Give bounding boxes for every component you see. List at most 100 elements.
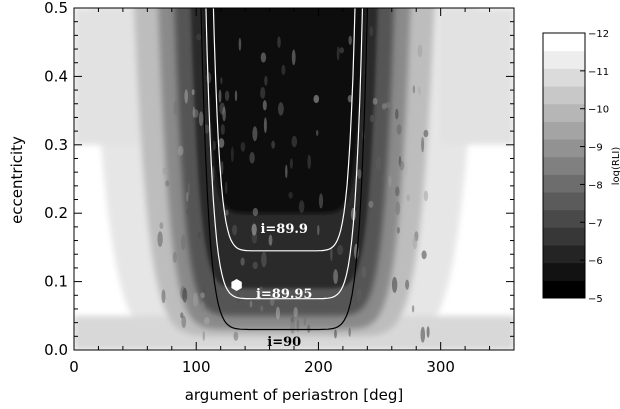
x-axis: 0 100 200 300: [69, 8, 515, 376]
texture-speck: [303, 314, 307, 326]
colorbar-band: [543, 174, 585, 193]
colorbar-tick-label: −7: [588, 218, 603, 229]
colorbar-tick-label: −8: [588, 180, 603, 191]
y-tick-label: 0.0: [44, 341, 68, 359]
texture-speck: [291, 49, 296, 66]
texture-speck: [395, 186, 400, 197]
texture-speck: [268, 234, 273, 246]
texture-speck: [399, 160, 405, 171]
texture-speck: [234, 90, 238, 102]
texture-speck: [240, 257, 245, 266]
texture-speck: [337, 244, 344, 256]
texture-speck: [180, 312, 184, 319]
colorbar-band: [543, 68, 585, 87]
texture-speck: [396, 227, 400, 234]
texture-speck: [405, 279, 410, 290]
y-tick-label: 0.5: [44, 0, 68, 17]
texture-speck: [260, 87, 266, 99]
texture-speck: [318, 193, 324, 209]
colorbar-label: log(RLI): [611, 147, 620, 186]
texture-speck: [252, 261, 258, 270]
heatmap-layer: [74, 8, 514, 350]
colorbar-band: [543, 227, 585, 246]
texture-speck: [330, 246, 333, 262]
texture-speck: [420, 326, 426, 343]
texture-speck: [232, 224, 238, 236]
texture-speck: [347, 95, 353, 103]
texture-speck: [222, 106, 226, 122]
texture-speck: [184, 89, 188, 104]
colorbar-band: [543, 50, 585, 69]
texture-speck: [357, 169, 362, 179]
field-topleft: [74, 8, 142, 145]
colorbar-tick-label: −5: [588, 294, 603, 305]
texture-speck: [369, 114, 375, 123]
texture-speck: [271, 140, 275, 149]
texture-speck: [298, 200, 305, 213]
colorbar-band: [543, 139, 585, 158]
colorbar-ticks: −12 −11 −10 −9 −8 −7 −6 −5: [580, 29, 609, 305]
texture-speck: [225, 209, 229, 216]
y-axis: 0.0 0.1 0.2 0.3 0.4 0.5: [44, 0, 514, 359]
texture-speck: [348, 35, 352, 45]
texture-speck: [411, 305, 415, 313]
colorbar-band: [543, 245, 585, 264]
texture-speck: [201, 301, 205, 313]
texture-speck: [421, 250, 427, 260]
texture-speck: [317, 224, 320, 236]
texture-speck: [172, 251, 177, 263]
texture-speck: [202, 331, 205, 341]
texture-speck: [334, 329, 337, 339]
texture-speck: [421, 137, 425, 153]
texture-speck: [173, 100, 178, 116]
y-tick-label: 0.1: [44, 273, 68, 291]
texture-speck: [285, 164, 288, 179]
y-tick-label: 0.2: [44, 204, 68, 222]
texture-speck: [396, 124, 402, 135]
texture-speck: [423, 190, 429, 202]
texture-speck: [225, 181, 228, 194]
texture-speck: [185, 208, 190, 215]
contour-line: [212, 8, 356, 252]
y-axis-title: eccentricity: [8, 136, 26, 224]
texture-speck: [186, 191, 189, 202]
texture-speck: [181, 315, 187, 328]
colorbar-tick-label: −10: [588, 105, 609, 116]
texture-speck: [333, 269, 338, 284]
texture-speck: [240, 142, 246, 152]
texture-speck: [177, 145, 184, 156]
texture-speck: [252, 207, 259, 217]
texture-speck: [313, 94, 320, 104]
texture-speck: [200, 292, 205, 299]
texture-speck: [356, 288, 362, 304]
colorbar-frame: [542, 32, 586, 299]
texture-speck: [220, 161, 224, 175]
colorbar-band: [543, 192, 585, 211]
texture-speck: [182, 287, 188, 303]
texture-speck: [233, 331, 239, 341]
contour-layer: [200, 8, 369, 331]
texture-speck: [159, 222, 164, 230]
texture-speck: [193, 292, 199, 307]
x-tick-label: 200: [304, 358, 333, 376]
colorbar-band: [543, 121, 585, 140]
colorbar-band: [543, 86, 585, 105]
texture-speck: [165, 180, 170, 187]
texture-speck: [275, 306, 280, 320]
texture-speck: [395, 108, 399, 120]
colorbar-band: [543, 209, 585, 228]
texture-speck: [204, 124, 210, 134]
plot-area: i=90i=89.95i=89.9 0 100 200 300 0.00.10.20.…: [44, 0, 515, 376]
texture-speck: [388, 175, 392, 187]
texture-speck: [395, 201, 401, 216]
texture-speck: [238, 37, 242, 51]
texture-speck: [187, 182, 190, 196]
texture-speck: [369, 26, 374, 37]
contour-label: i=89.9: [260, 222, 308, 237]
colorbar-tick-label: −11: [588, 67, 609, 78]
texture-speck: [206, 72, 212, 84]
colorbar-band: [543, 262, 585, 281]
texture-speck: [368, 200, 374, 208]
colorbar-band: [543, 156, 585, 175]
